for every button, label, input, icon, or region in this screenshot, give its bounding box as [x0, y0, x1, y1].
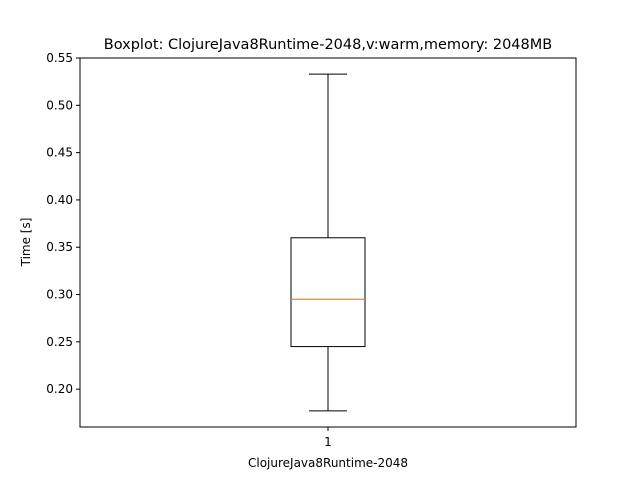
- iqr-box: [290, 237, 366, 348]
- chart-title: Boxplot: ClojureJava8Runtime-2048,v:warm…: [104, 37, 552, 53]
- x-tick-label: 1: [324, 435, 332, 449]
- y-tick-label: 0.45: [46, 146, 73, 160]
- x-axis-ticks: 1: [324, 427, 332, 449]
- y-tick-label: 0.35: [46, 240, 73, 254]
- y-tick-label: 0.55: [46, 51, 73, 65]
- y-tick-label: 0.40: [46, 193, 73, 207]
- x-axis-label: ClojureJava8Runtime-2048: [248, 456, 408, 470]
- y-tick-label: 0.50: [46, 98, 73, 112]
- y-tick-label: 0.20: [46, 382, 73, 396]
- y-tick-label: 0.25: [46, 335, 73, 349]
- y-tick-label: 0.30: [46, 288, 73, 302]
- y-axis-label: Time [s]: [19, 218, 33, 268]
- y-axis-ticks: 0.20 0.25 0.30 0.35 0.40 0.45 0.50 0.55: [46, 51, 80, 396]
